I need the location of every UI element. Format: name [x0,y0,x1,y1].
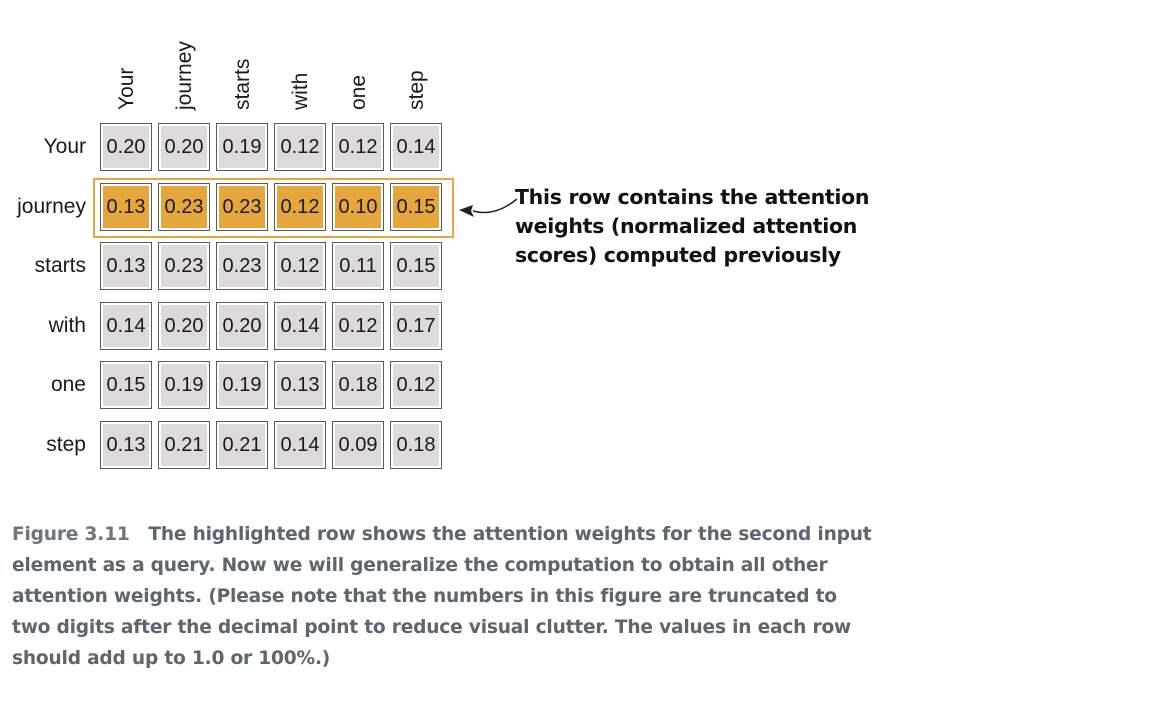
column-header: step [390,0,444,112]
weight-cell: 0.12 [332,301,384,350]
weight-cell: 0.19 [158,361,210,410]
weight-cell: 0.17 [390,301,442,350]
weight-cell: 0.12 [332,123,384,171]
weight-cell: 0.15 [100,361,152,410]
column-header-label: starts [231,58,254,110]
weight-cell: 0.18 [332,361,384,410]
weight-cell: 0.15 [390,242,442,291]
row-label: step [46,433,86,456]
weight-cell: 0.12 [390,361,442,410]
figure-caption-text: The highlighted row shows the attention … [12,524,872,669]
weight-cell: 0.14 [274,421,326,469]
annotation-arrow-head [459,205,474,217]
annotation-arrow-line [472,198,518,214]
row-label: starts [34,254,86,278]
column-header: with [274,0,328,112]
weight-cell: 0.19 [216,123,268,171]
weight-cell: 0.14 [390,123,442,171]
column-header: one [332,0,386,112]
weight-cell: 0.20 [216,301,268,350]
highlighted-weight-cell: 0.13 [100,182,152,231]
row-label: Your [43,135,86,158]
row-label: journey [17,194,86,218]
weight-cell: 0.23 [158,242,210,291]
weight-cell: 0.20 [158,123,210,171]
weight-cell: 0.14 [100,301,152,350]
weight-cell: 0.19 [216,361,268,410]
column-header: starts [216,0,270,112]
highlighted-weight-cell: 0.23 [158,182,210,231]
weight-cell: 0.20 [158,301,210,350]
column-header-label: step [405,70,428,110]
weight-cell: 0.13 [100,242,152,291]
highlighted-weight-cell: 0.12 [274,182,326,231]
row-label: one [50,373,86,397]
annotation-arrow [459,198,518,217]
weight-cell: 0.13 [100,421,152,469]
row-label: with [48,313,86,337]
column-header: journey [158,0,212,112]
weight-cell: 0.21 [216,421,268,469]
weight-cell: 0.12 [274,242,326,291]
weight-cell: 0.09 [332,421,384,469]
weight-cell: 0.14 [274,301,326,350]
weight-cell: 0.20 [100,123,152,171]
weight-cell: 0.12 [274,123,326,171]
column-header-label: one [347,74,370,110]
weight-cell: 0.18 [390,421,442,469]
annotation-text: This row contains the attention weights … [515,185,870,267]
weight-cell: 0.13 [274,361,326,410]
highlighted-row-frame [93,178,454,238]
weight-cell: 0.21 [158,421,210,469]
weight-cell: 0.23 [216,242,268,291]
column-header-label: journey [173,41,196,110]
weight-cell: 0.11 [332,242,384,291]
column-header-label: with [289,72,312,110]
highlighted-weight-cell: 0.15 [390,182,442,231]
figure-label: Figure 3.11 [12,524,130,545]
highlighted-weight-cell: 0.10 [332,182,384,231]
column-header: Your [100,0,154,112]
column-header-label: Your [115,67,138,110]
figure-caption: Figure 3.11 The highlighted row shows th… [12,519,872,674]
highlighted-weight-cell: 0.23 [216,182,268,231]
